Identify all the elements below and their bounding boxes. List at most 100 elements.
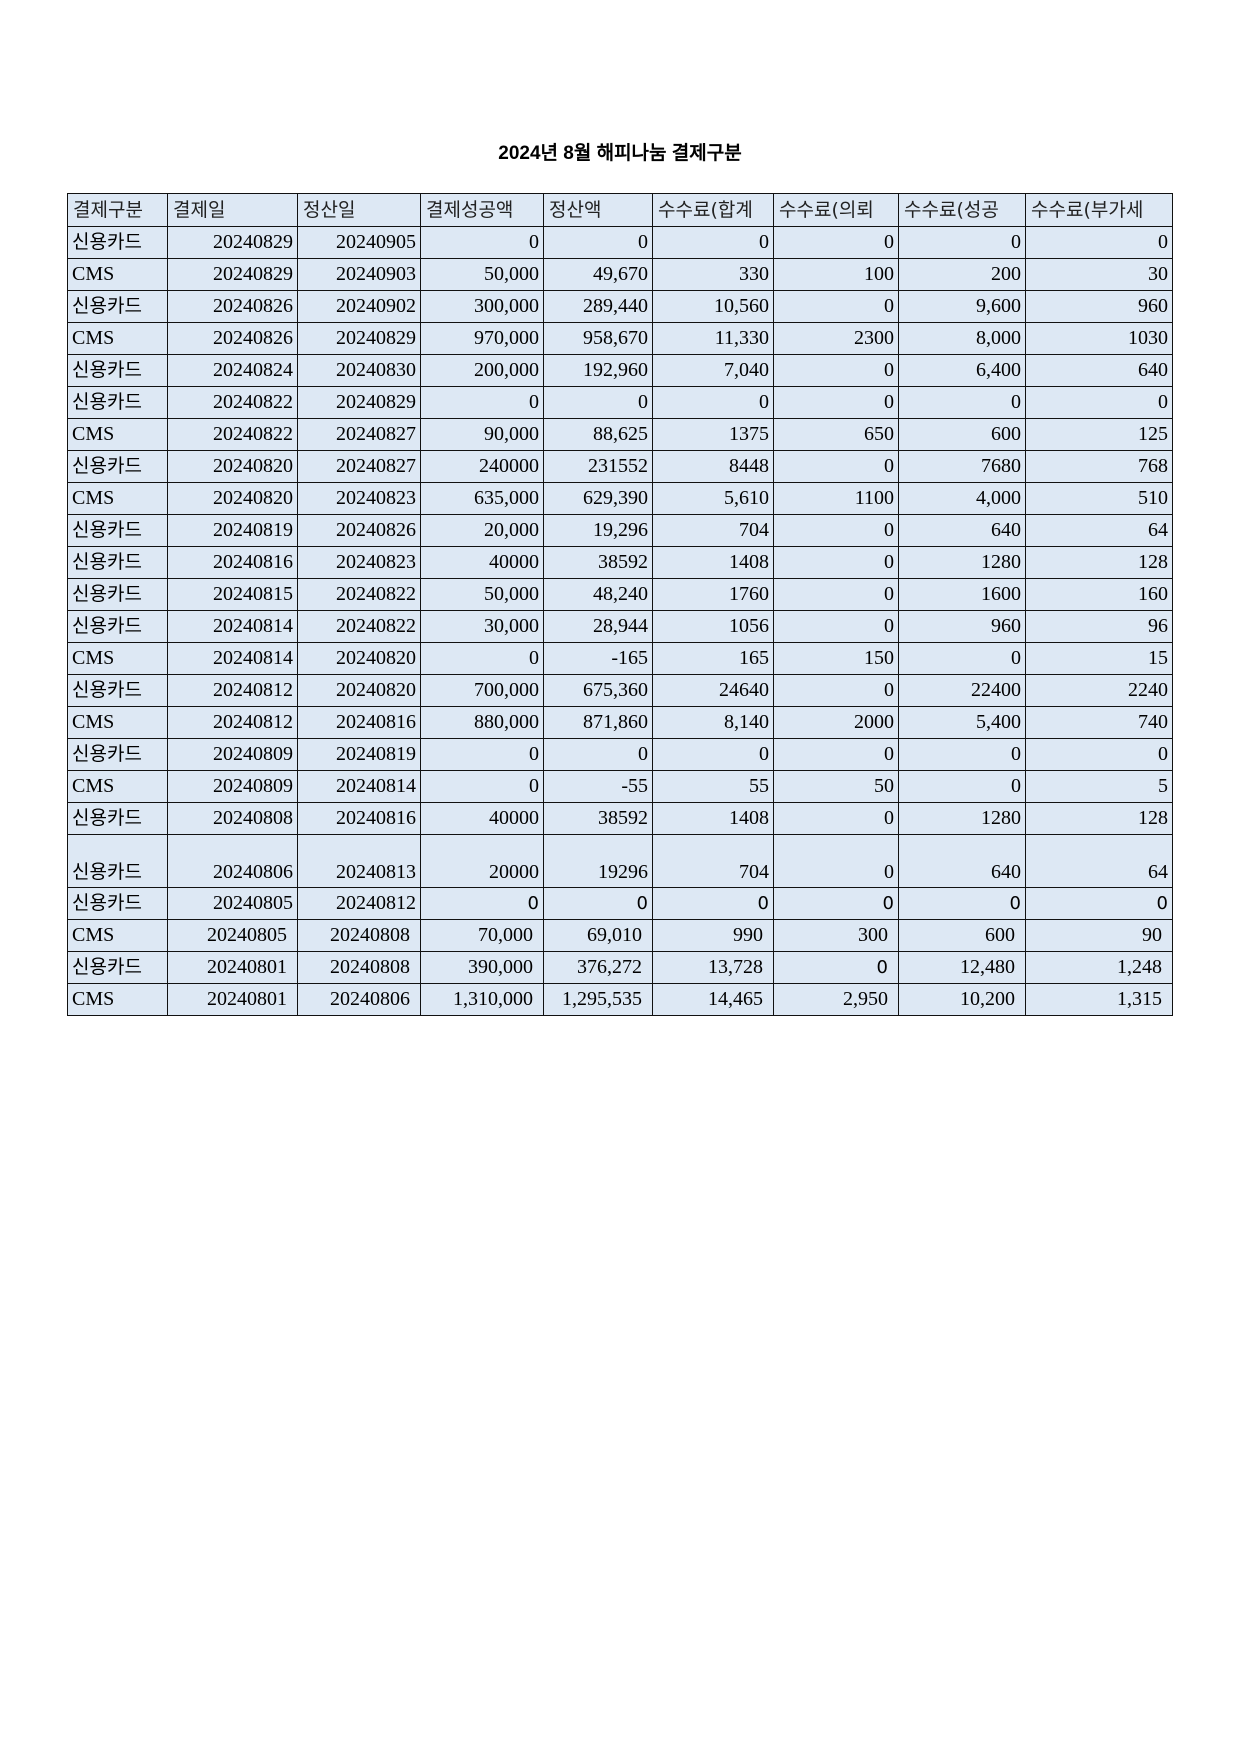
cell-payment-amount: 70,000 — [420, 919, 544, 952]
table-row: 신용카드 20240824 20240830 200,000 192,960 7,040 0… — [67, 354, 1173, 387]
cell-payment-type: CMS — [67, 258, 168, 291]
cell-settlement-date: 20240813 — [297, 834, 421, 888]
header-settlement-amount: 정산액 — [543, 193, 653, 227]
table-row: CMS 20240805 20240808 70,000 69,010 990 300 600… — [67, 919, 1173, 952]
cell-fee-vat: 768 — [1025, 450, 1173, 483]
cell-fee-total: 7,040 — [652, 354, 774, 387]
header-fee-success: 수수료(성공 — [898, 193, 1026, 227]
cell-settlement-amount: 1,295,535 — [543, 983, 653, 1016]
cell-payment-type: 신용카드 — [67, 738, 168, 771]
cell-payment-type: 신용카드 — [67, 290, 168, 323]
header-fee-total: 수수료(합계 — [652, 193, 774, 227]
table-row: 신용카드 20240801 20240808 390,000 376,272 13,728… — [67, 951, 1173, 984]
cell-fee-total: 704 — [652, 514, 774, 547]
cell-fee-success: 1280 — [898, 802, 1026, 835]
cell-fee-request: 0 — [773, 887, 899, 920]
cell-payment-amount: 390,000 — [420, 951, 544, 984]
cell-settlement-amount: 69,010 — [543, 919, 653, 952]
table-row: 신용카드 20240812 20240820 700,000 675,360 24640 0… — [67, 674, 1173, 707]
cell-fee-total: 55 — [652, 770, 774, 803]
cell-payment-type: 신용카드 — [67, 951, 168, 984]
cell-fee-vat: 15 — [1025, 642, 1173, 675]
cell-settlement-date: 20240902 — [297, 290, 421, 323]
cell-settlement-date: 20240812 — [297, 887, 421, 920]
header-payment-amount: 결제성공액 — [420, 193, 544, 227]
cell-settlement-date: 20240829 — [297, 386, 421, 419]
cell-settlement-amount: 231552 — [543, 450, 653, 483]
table-row: 신용카드 20240814 20240822 30,000 28,944 1056 0 960… — [67, 610, 1173, 643]
cell-fee-vat: 0 — [1025, 386, 1173, 419]
cell-settlement-date: 20240808 — [297, 951, 421, 984]
cell-settlement-amount: 0 — [543, 887, 653, 920]
cell-payment-amount: 880,000 — [420, 706, 544, 739]
cell-payment-type: 신용카드 — [67, 834, 168, 888]
cell-fee-vat: 2240 — [1025, 674, 1173, 707]
cell-settlement-amount: 629,390 — [543, 482, 653, 515]
table-row: 신용카드 20240806 20240813 20000 19296 704 0 640 64 — [67, 834, 1173, 888]
header-row: 결제구분 결제일 정산일 결제성공액 정산액 수수료(합계 수수료(의뢰 수수료(성공 수수료(… — [67, 193, 1173, 227]
cell-settlement-amount: 0 — [543, 386, 653, 419]
cell-fee-vat: 1030 — [1025, 322, 1173, 355]
cell-payment-type: CMS — [67, 642, 168, 675]
cell-payment-date: 20240822 — [167, 418, 298, 451]
cell-payment-type: 신용카드 — [67, 802, 168, 835]
cell-fee-success: 9,600 — [898, 290, 1026, 323]
cell-fee-success: 1280 — [898, 546, 1026, 579]
cell-fee-request: 0 — [773, 951, 899, 984]
cell-fee-request: 0 — [773, 610, 899, 643]
cell-settlement-amount: 19,296 — [543, 514, 653, 547]
cell-settlement-date: 20240822 — [297, 578, 421, 611]
cell-settlement-date: 20240822 — [297, 610, 421, 643]
cell-fee-total: 1408 — [652, 546, 774, 579]
cell-fee-total: 5,610 — [652, 482, 774, 515]
cell-settlement-date: 20240814 — [297, 770, 421, 803]
cell-fee-total: 24640 — [652, 674, 774, 707]
cell-fee-success: 0 — [898, 386, 1026, 419]
cell-fee-request: 0 — [773, 226, 899, 259]
cell-payment-type: 신용카드 — [67, 514, 168, 547]
cell-settlement-amount: 675,360 — [543, 674, 653, 707]
cell-payment-date: 20240822 — [167, 386, 298, 419]
table-row: 신용카드 20240809 20240819 0 0 0 0 0 0 — [67, 738, 1173, 771]
cell-fee-vat: 30 — [1025, 258, 1173, 291]
cell-payment-type: 신용카드 — [67, 450, 168, 483]
cell-fee-request: 2000 — [773, 706, 899, 739]
header-fee-vat: 수수료(부가세 — [1025, 193, 1173, 227]
cell-fee-success: 1600 — [898, 578, 1026, 611]
cell-payment-amount: 40000 — [420, 802, 544, 835]
cell-fee-success: 8,000 — [898, 322, 1026, 355]
cell-fee-total: 1056 — [652, 610, 774, 643]
cell-payment-amount: 50,000 — [420, 258, 544, 291]
table-row: CMS 20240812 20240816 880,000 871,860 8,140 20… — [67, 706, 1173, 739]
cell-fee-request: 2,950 — [773, 983, 899, 1016]
cell-fee-request: 0 — [773, 738, 899, 771]
cell-fee-request: 300 — [773, 919, 899, 952]
cell-payment-date: 20240806 — [167, 834, 298, 888]
cell-payment-type: 신용카드 — [67, 354, 168, 387]
cell-fee-vat: 128 — [1025, 802, 1173, 835]
cell-settlement-date: 20240819 — [297, 738, 421, 771]
cell-fee-total: 1760 — [652, 578, 774, 611]
cell-fee-success: 600 — [898, 418, 1026, 451]
cell-payment-date: 20240801 — [167, 951, 298, 984]
cell-payment-date: 20240812 — [167, 674, 298, 707]
cell-settlement-date: 20240827 — [297, 450, 421, 483]
cell-payment-amount: 40000 — [420, 546, 544, 579]
cell-fee-total: 0 — [652, 887, 774, 920]
cell-settlement-date: 20240905 — [297, 226, 421, 259]
cell-settlement-amount: 88,625 — [543, 418, 653, 451]
cell-fee-total: 0 — [652, 226, 774, 259]
cell-fee-total: 704 — [652, 834, 774, 888]
cell-payment-type: 신용카드 — [67, 674, 168, 707]
cell-payment-type: 신용카드 — [67, 226, 168, 259]
cell-fee-vat: 160 — [1025, 578, 1173, 611]
cell-settlement-amount: 376,272 — [543, 951, 653, 984]
cell-settlement-amount: 958,670 — [543, 322, 653, 355]
cell-fee-total: 165 — [652, 642, 774, 675]
cell-settlement-date: 20240829 — [297, 322, 421, 355]
document-title: 2024년 8월 해피나눔 결제구분 — [498, 143, 742, 164]
cell-settlement-amount: 0 — [543, 226, 653, 259]
cell-payment-amount: 200,000 — [420, 354, 544, 387]
cell-fee-request: 0 — [773, 834, 899, 888]
cell-fee-vat: 64 — [1025, 514, 1173, 547]
